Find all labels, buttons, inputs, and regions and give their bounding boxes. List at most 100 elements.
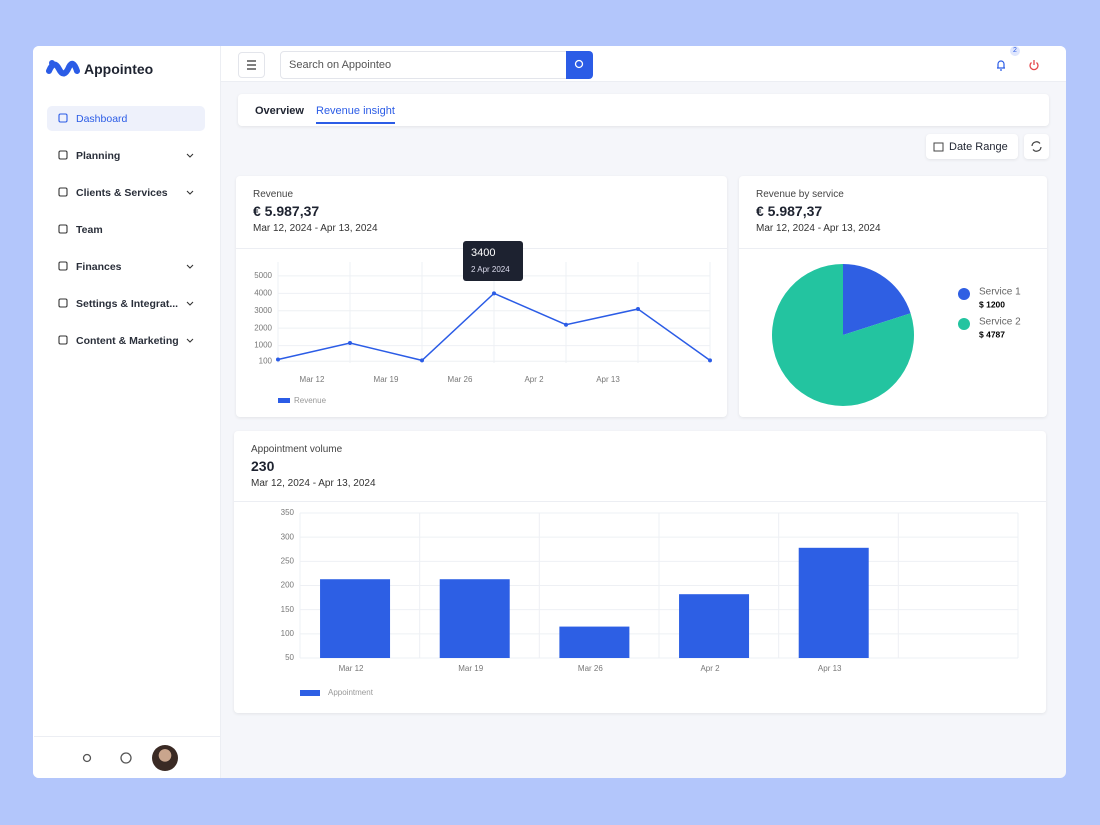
pie-slice [843,264,911,335]
legend-swatch [958,288,970,300]
search-input[interactable]: Search on Appointeo [280,51,568,79]
card-total: € 5.987,37 [756,203,823,219]
search-button[interactable] [566,51,593,79]
nav-item[interactable]: Planning [47,143,205,168]
legend-label: Service 2 [979,317,1021,328]
nav-item[interactable]: Content & Marketing [47,328,205,353]
card-total: € 5.987,37 [253,203,320,219]
divider [234,501,1046,502]
tooltip: 3400 2 Apr 2024 [463,241,523,281]
y-tick-label: 350 [281,508,295,517]
y-tick-label: 100 [281,629,295,638]
y-tick-label: 4000 [254,288,272,297]
x-tick-label: Mar 26 [448,375,473,384]
y-tick-label: 300 [281,532,295,541]
point [348,340,352,345]
tooltip-value: 3400 [471,247,496,259]
search-placeholder: Search on Appointeo [289,59,392,71]
legend-label: Revenue [294,396,327,405]
point [492,291,496,296]
point [636,307,640,312]
y-tick-label: 50 [285,653,294,662]
nav-icon [58,113,68,123]
tab[interactable]: Overview [255,105,304,117]
nav-item[interactable]: Clients & Services [47,180,205,205]
tooltip-date: 2 Apr 2024 [471,265,510,274]
nav-icon [58,224,68,234]
x-tick-label: Mar 19 [374,375,399,384]
bar [679,594,750,658]
logo [46,60,80,77]
tab-bar: Overview Revenue insight [238,94,1049,126]
refresh-button[interactable] [1024,134,1049,159]
help-icon[interactable] [119,751,133,765]
card-total: 230 [251,458,275,474]
nav-item[interactable]: Team [47,217,205,242]
y-tick-label: 3000 [254,306,272,315]
nav-label: Content & Marketing [76,335,179,347]
bar [559,626,630,658]
brand: Appointeo [84,61,154,77]
chevron [186,338,194,343]
nav-item[interactable]: Settings & Integrat... [47,291,205,316]
value-label: $ 4787 [979,329,1005,339]
revenue-chart: 100 1000 2000 3000 4000 5000 Mar 12 Mar 19 Mar 2… [254,262,712,405]
x-tick-label: Apr 2 [700,664,720,673]
appointment-card: Appointment volume 230 Mar 12, 2024 - Apr … [234,431,1046,713]
x-tick-label: Mar 12 [300,375,325,384]
legend-label: Appointment [328,688,374,697]
notification-icon[interactable] [994,58,1008,72]
nav-label: Finances [76,261,122,273]
y-tick-label: 200 [281,581,295,590]
revenue-card: Revenue € 5.987,37 Mar 12, 2024 - Apr 13, … [236,176,727,417]
nav-label: Dashboard [76,113,128,125]
legend-label: Service 1 [979,287,1021,298]
divider [34,736,220,737]
divider [739,248,1047,249]
card-title: Revenue by service [756,189,844,200]
y-tick-label: 1000 [254,341,272,350]
legend-swatch [958,318,970,330]
card-period: Mar 12, 2024 - Apr 13, 2024 [253,223,378,234]
y-tick-label: 250 [281,556,295,565]
nav-item[interactable]: Finances [47,254,205,279]
y-tick-label: 5000 [254,271,272,280]
settings-icon[interactable] [80,751,94,765]
nav-icon [58,335,68,345]
bar [439,579,510,658]
nav-icon [58,261,68,271]
card-title: Revenue [253,189,294,200]
nav-label: Team [76,224,103,236]
nav-label: Planning [76,150,121,162]
x-tick-label: Mar 26 [578,664,603,673]
x-tick-label: Mar 19 [458,664,483,673]
legend-swatch [278,398,290,403]
point [708,358,712,363]
sidebar [33,46,221,778]
y-tick-label: 100 [259,356,273,365]
x-tick-label: Apr 13 [818,664,842,673]
bar [320,579,391,658]
power-icon[interactable] [1027,58,1041,72]
nav-label: Clients & Services [76,187,168,199]
date-range-button[interactable]: Date Range [926,134,1018,159]
nav-item[interactable]: Dashboard [47,106,205,131]
y-tick-label: 150 [281,605,295,614]
tab-active[interactable]: Revenue insight [316,105,395,124]
menu-button[interactable] [238,52,265,78]
point [420,358,424,363]
nav-icon [58,150,68,160]
x-tick-label: Apr 2 [524,375,544,384]
value-label: $ 1200 [979,299,1005,309]
bar [798,547,869,658]
card-period: Mar 12, 2024 - Apr 13, 2024 [756,223,881,234]
chevron [186,190,194,195]
service-chart: Service 1$ 1200 Service 2$ 4787 [772,264,1021,406]
avatar[interactable] [152,745,178,771]
card-period: Mar 12, 2024 - Apr 13, 2024 [251,478,376,489]
notification-badge: 2 [1010,46,1020,56]
point [276,357,280,362]
point [564,322,568,327]
y-tick-label: 2000 [254,323,272,332]
